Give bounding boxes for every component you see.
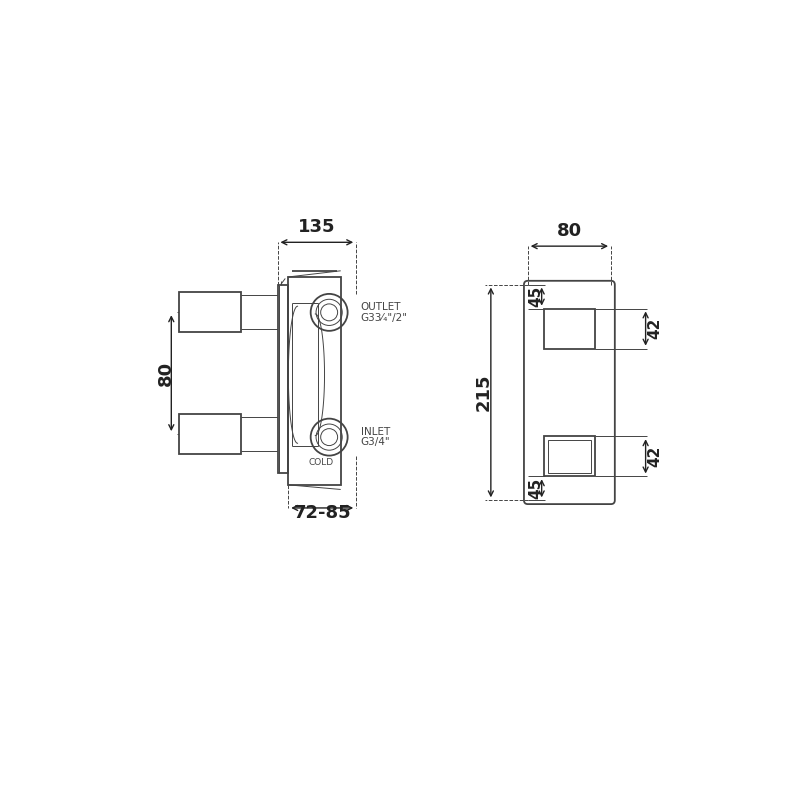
- Text: 80: 80: [157, 361, 175, 386]
- Bar: [278, 285, 288, 474]
- Text: 80: 80: [557, 222, 582, 240]
- Text: INLET: INLET: [361, 426, 390, 437]
- Bar: [544, 436, 595, 476]
- Text: 72-85: 72-85: [294, 504, 351, 522]
- Bar: [179, 292, 241, 332]
- Text: 45: 45: [529, 286, 544, 307]
- Text: COLD: COLD: [309, 458, 334, 467]
- Text: G33⁄₄"/2": G33⁄₄"/2": [361, 313, 408, 322]
- Text: 42: 42: [647, 446, 662, 467]
- Bar: [179, 414, 241, 454]
- Text: 215: 215: [474, 374, 492, 411]
- Bar: [288, 277, 341, 485]
- Bar: [548, 440, 591, 473]
- Text: 42: 42: [647, 318, 662, 339]
- Text: 45: 45: [529, 478, 544, 499]
- Text: G3/4": G3/4": [361, 438, 390, 447]
- FancyBboxPatch shape: [524, 281, 615, 504]
- Text: 135: 135: [298, 218, 335, 236]
- Bar: [544, 309, 595, 349]
- Text: OUTLET: OUTLET: [361, 302, 402, 312]
